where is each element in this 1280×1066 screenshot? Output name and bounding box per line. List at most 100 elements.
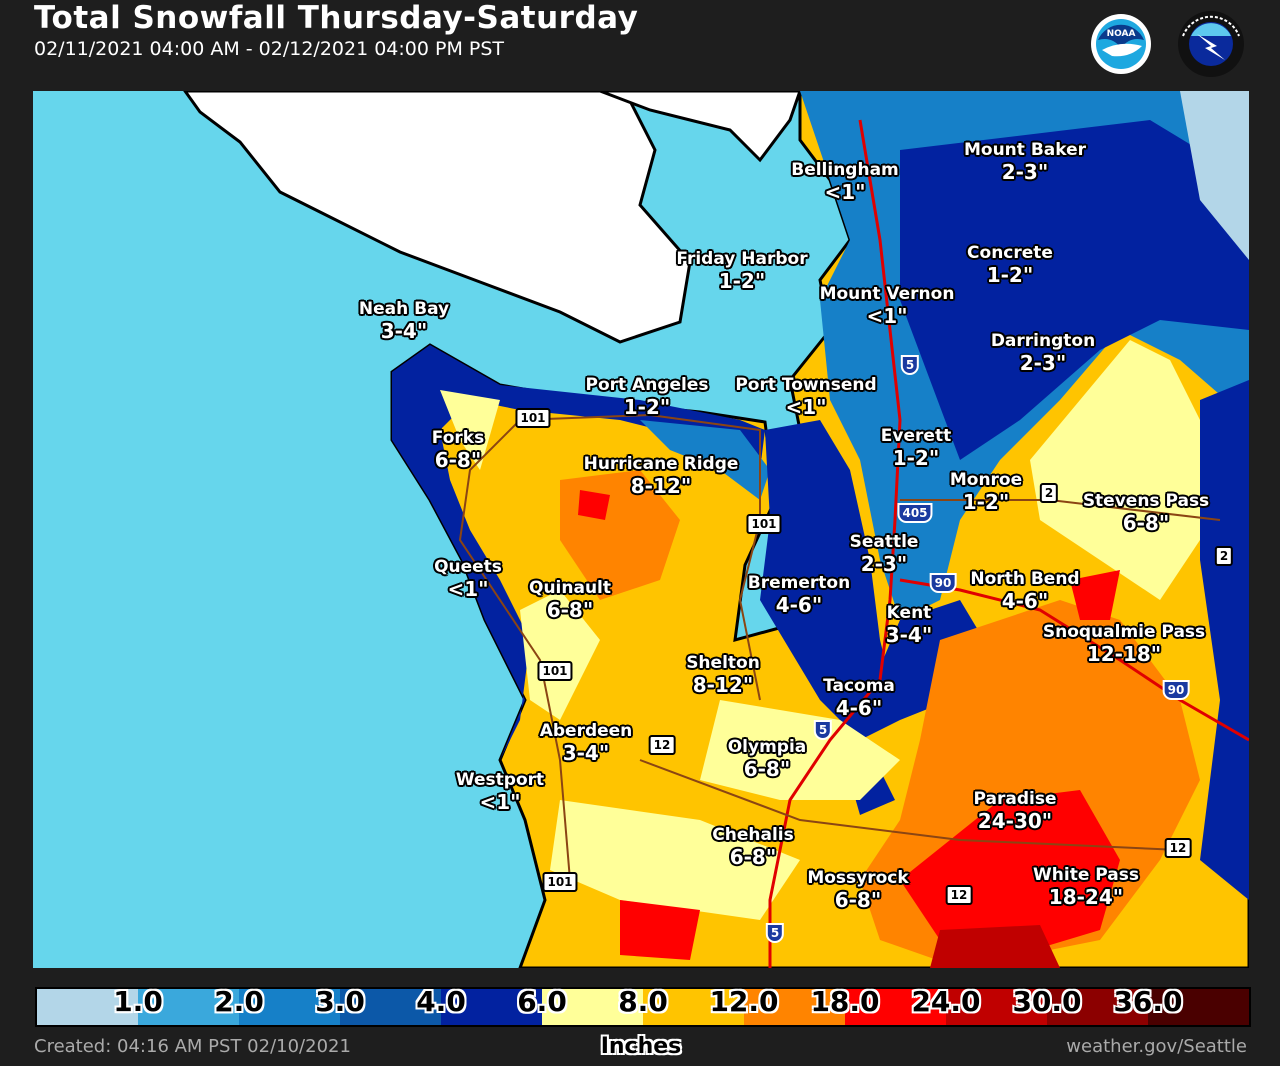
canada-mainland [599, 91, 802, 163]
legend-swatch [744, 989, 845, 1025]
snowfall-map [33, 91, 1249, 968]
highway-shield-icon: 5 [813, 720, 833, 740]
highway-shield-icon: 2 [1039, 483, 1059, 503]
place-label: Friday Harbor 1-2" [676, 249, 807, 293]
place-name: Quinault [528, 578, 612, 598]
highway-shield-icon: 12 [648, 735, 676, 755]
place-name: Kent [886, 603, 932, 623]
place-name: Westport [455, 770, 545, 790]
snowfall-amount: 6-8" [834, 888, 882, 912]
place-name: Hurricane Ridge [583, 454, 739, 474]
place-label: Shelton 8-12" [686, 653, 760, 697]
snowfall-amount: 6-8" [1122, 511, 1170, 535]
legend-swatch [1148, 989, 1249, 1025]
place-name: Tacoma [823, 676, 895, 696]
legend-tick-label: 3.0 [315, 985, 365, 1018]
legend-swatch [643, 989, 744, 1025]
legend-swatch [845, 989, 946, 1025]
place-label: Bremerton 4-6" [748, 573, 850, 617]
place-name: Everett [880, 426, 952, 446]
place-label: Paradise 24-30" [974, 789, 1057, 833]
place-label: Port Angeles 1-2" [585, 375, 708, 419]
place-label: Stevens Pass 6-8" [1083, 491, 1209, 535]
place-label: Neah Bay 3-4" [359, 299, 449, 343]
place-label: Westport <1" [456, 770, 544, 814]
snowfall-amount: 2-3" [860, 552, 908, 576]
legend-swatch [946, 989, 1047, 1025]
snowfall-amount: 3-4" [562, 741, 610, 765]
highway-shield-icon: 405 [897, 503, 933, 523]
legend-tick-label: 30.0 [1012, 985, 1082, 1018]
highway-shield-icon: 101 [542, 872, 578, 892]
map-title: Total Snowfall Thursday-Saturday [34, 0, 639, 36]
snowfall-amount: <1" [866, 304, 908, 328]
place-label: Bellingham <1" [791, 160, 899, 204]
place-label: Aberdeen 3-4" [540, 721, 633, 765]
nws-logo-icon [1178, 11, 1244, 77]
snowfall-amount: 2-3" [1019, 351, 1067, 375]
legend-swatch [340, 989, 441, 1025]
highway-shield-icon: 90 [929, 573, 957, 593]
place-name: White Pass [1033, 865, 1139, 885]
place-label: Mossyrock 6-8" [807, 868, 908, 912]
place-label: Queets <1" [434, 557, 502, 601]
place-label: Hurricane Ridge 8-12" [584, 454, 739, 498]
legend-swatch [239, 989, 340, 1025]
snowfall-amount: 6-8" [434, 448, 482, 472]
snowfall-amount: 4-6" [835, 696, 883, 720]
place-label: Everett 1-2" [881, 426, 951, 470]
place-name: Monroe [949, 470, 1023, 490]
snowfall-amount: 6-8" [729, 845, 777, 869]
legend-tick-label: 18.0 [810, 985, 880, 1018]
place-name: Neah Bay [358, 299, 450, 319]
snowfall-amount: 18-24" [1048, 885, 1124, 909]
legend-tick-label: 6.0 [517, 985, 567, 1018]
place-name: Seattle [849, 532, 919, 552]
snowfall-amount: 1-2" [718, 269, 766, 293]
place-name: Aberdeen [539, 721, 633, 741]
place-label: Quinault 6-8" [529, 578, 611, 622]
place-label: Forks 6-8" [432, 428, 484, 472]
place-label: Mount Vernon <1" [820, 284, 955, 328]
noaa-logo-icon: NOAA [1091, 14, 1151, 74]
legend-tick-label: 8.0 [618, 985, 668, 1018]
place-name: Olympia [727, 737, 807, 757]
legend-swatch [542, 989, 643, 1025]
source-link[interactable]: weather.gov/Seattle [1066, 1036, 1247, 1057]
legend-tick-label: 1.0 [113, 985, 163, 1018]
valid-period: 02/11/2021 04:00 AM - 02/12/2021 04:00 P… [34, 38, 505, 60]
highway-shield-icon: 5 [765, 923, 785, 943]
place-name: Stevens Pass [1082, 491, 1210, 511]
snowfall-amount: 1-2" [892, 446, 940, 470]
legend-tick-label: 12.0 [709, 985, 779, 1018]
snowfall-amount: 2-3" [1001, 160, 1049, 184]
highway-shield-icon: 101 [746, 514, 782, 534]
snowfall-amount: 1-2" [962, 490, 1010, 514]
place-label: Concrete 1-2" [967, 243, 1053, 287]
legend-tick-label: 36.0 [1113, 985, 1183, 1018]
created-timestamp: Created: 04:16 AM PST 02/10/2021 [34, 1036, 351, 1057]
legend-tick-label: 4.0 [416, 985, 466, 1018]
snowfall-amount: 8-12" [692, 673, 754, 697]
place-label: Tacoma 4-6" [823, 676, 895, 720]
place-name: Darrington [990, 331, 1096, 351]
place-name: Port Angeles [585, 375, 709, 395]
snowfall-amount: <1" [479, 790, 521, 814]
highway-shield-icon: 12 [945, 885, 973, 905]
snowfall-amount: 8-12" [630, 474, 692, 498]
place-name: Snoqualmie Pass [1042, 622, 1206, 642]
snowfall-amount: <1" [447, 577, 489, 601]
place-name: Bremerton [747, 573, 851, 593]
place-name: Bellingham [791, 160, 899, 180]
place-label: North Bend 4-6" [970, 569, 1079, 613]
legend-units: Inches [600, 1034, 682, 1059]
legend-swatch [138, 989, 239, 1025]
place-name: Port Townsend [735, 375, 877, 395]
place-label: White Pass 18-24" [1033, 865, 1139, 909]
color-legend-bar [35, 987, 1251, 1027]
place-name: Queets [434, 557, 502, 577]
snowfall-amount: 1-2" [986, 263, 1034, 287]
snowfall-amount: 1-2" [623, 395, 671, 419]
place-label: Mount Baker 2-3" [964, 140, 1086, 184]
place-label: Kent 3-4" [886, 603, 933, 647]
